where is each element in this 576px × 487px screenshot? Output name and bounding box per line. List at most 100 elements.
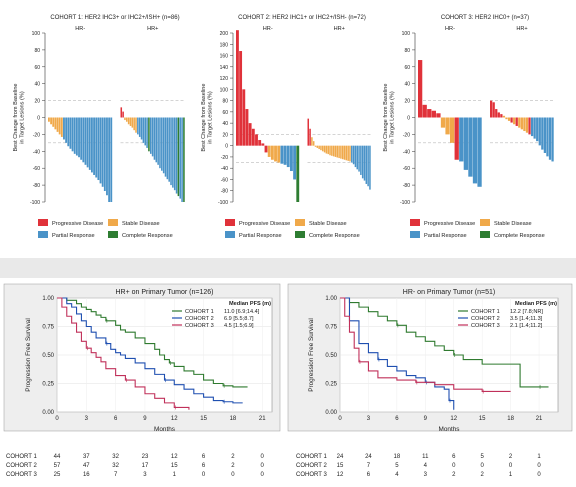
risk-count: 44 bbox=[54, 454, 61, 460]
waterfall-bar bbox=[533, 117, 536, 139]
risk-count: 0 bbox=[202, 472, 206, 478]
waterfall-bar bbox=[267, 145, 271, 157]
waterfall-bar bbox=[367, 145, 369, 187]
waterfall-bar bbox=[440, 117, 446, 128]
waterfall-bar bbox=[245, 109, 249, 146]
waterfall-bar bbox=[155, 117, 158, 163]
risk-count: 15 bbox=[171, 463, 178, 469]
y-tick-label: 100 bbox=[220, 87, 229, 93]
legend-median: 4.5 [1.5;6.9] bbox=[224, 323, 254, 329]
y-tick-label: -20 bbox=[221, 155, 228, 161]
waterfall-bar bbox=[127, 117, 130, 125]
waterfall-bar bbox=[543, 117, 547, 153]
y-tick-label: 60 bbox=[222, 110, 228, 116]
waterfall-bar bbox=[530, 117, 534, 137]
y-tick-label: 0.25 bbox=[42, 382, 54, 388]
risk-count: 11 bbox=[422, 454, 429, 460]
waterfall-panel-3: COHORT 3: HER2 IHC0+ (n=37) 100 80 60 40 20 0 -… bbox=[383, 15, 554, 239]
waterfall-bar bbox=[97, 117, 100, 181]
waterfall-bar bbox=[264, 145, 268, 153]
risk-count: 12 bbox=[171, 454, 178, 460]
legend-label: Progressive Disease bbox=[424, 221, 475, 227]
waterfall-bar bbox=[99, 117, 102, 184]
risk-count: 0 bbox=[452, 463, 456, 469]
waterfall-bar bbox=[65, 117, 68, 143]
waterfall-bar bbox=[492, 102, 495, 118]
risk-row-label: COHORT 1 bbox=[6, 454, 37, 460]
waterfall-bar bbox=[270, 145, 274, 160]
waterfall-bar bbox=[181, 117, 183, 202]
waterfall-bar bbox=[518, 117, 521, 128]
waterfall-bar bbox=[505, 117, 508, 120]
risk-count: 6 bbox=[367, 472, 371, 478]
x-axis-label: Months bbox=[154, 426, 175, 433]
waterfall-bar bbox=[322, 145, 324, 152]
waterfall-bar bbox=[365, 145, 368, 184]
y-axis-label: Best Change from Baselinein Target Lesio… bbox=[201, 83, 214, 151]
y-tick-label: 100 bbox=[32, 31, 41, 37]
legend-swatch bbox=[225, 231, 235, 238]
waterfall-bar bbox=[166, 117, 169, 180]
waterfall-bar bbox=[177, 117, 180, 197]
waterfall-bar bbox=[325, 145, 328, 154]
waterfall-bar bbox=[73, 117, 76, 154]
waterfall-bar bbox=[336, 145, 339, 158]
y-tick-label: 40 bbox=[34, 82, 40, 88]
waterfall-bar bbox=[347, 145, 349, 161]
risk-count: 57 bbox=[54, 463, 61, 469]
waterfall-bar bbox=[445, 117, 450, 135]
waterfall-bar bbox=[124, 117, 126, 121]
waterfall-bar bbox=[548, 117, 552, 160]
waterfall-bar bbox=[80, 117, 83, 160]
legend-label: Stable Disease bbox=[494, 221, 532, 227]
waterfall-bar bbox=[331, 145, 333, 156]
legend-swatch bbox=[410, 231, 420, 238]
legend-median: 2.1 [1.4;11.2] bbox=[510, 323, 543, 329]
waterfall-bar bbox=[528, 117, 531, 135]
y-axis-label: Progression Free Survival bbox=[308, 318, 315, 392]
waterfall-bar bbox=[88, 117, 91, 170]
legend-swatch bbox=[38, 219, 48, 226]
waterfall-bar bbox=[459, 117, 464, 162]
waterfall-bar bbox=[551, 117, 554, 162]
waterfall-bar bbox=[179, 117, 182, 199]
waterfall-bar bbox=[258, 140, 262, 146]
waterfall-bar bbox=[454, 117, 459, 160]
x-tick-label: 6 bbox=[395, 416, 399, 422]
y-tick-label: -60 bbox=[33, 166, 40, 172]
y-tick-label: 120 bbox=[220, 76, 229, 82]
km-panel-2: HR- on Primary Tumor (n=51) 0.00 0.25 0.50 0… bbox=[287, 283, 573, 478]
km-panel-1: HR+ on Primary Tumor (n=126) 0.00 0.25 0.50… bbox=[3, 283, 281, 478]
waterfall-bar bbox=[108, 117, 111, 202]
risk-count: 0 bbox=[261, 472, 265, 478]
legend-swatch bbox=[480, 219, 490, 226]
y-tick-label: 20 bbox=[222, 132, 228, 138]
waterfall-bar bbox=[170, 117, 172, 186]
waterfall-bar bbox=[329, 145, 331, 156]
x-tick-label: 0 bbox=[55, 416, 59, 422]
waterfall-bar bbox=[157, 117, 159, 165]
y-tick-label: -20 bbox=[33, 132, 40, 138]
waterfall-bar bbox=[312, 141, 315, 146]
y-tick-label: -100 bbox=[400, 200, 410, 206]
risk-count: 0 bbox=[509, 463, 513, 469]
waterfall-bar bbox=[354, 145, 357, 168]
x-tick-label: 21 bbox=[536, 416, 543, 422]
km-panels: HR+ on Primary Tumor (n=126) 0.00 0.25 0.50… bbox=[3, 283, 573, 478]
waterfall-bar bbox=[477, 117, 482, 187]
waterfall-bar bbox=[159, 117, 161, 169]
waterfall-bar bbox=[538, 117, 541, 146]
legend-swatch bbox=[108, 219, 118, 226]
legend-swatch bbox=[480, 231, 490, 238]
x-tick-label: 21 bbox=[259, 416, 266, 422]
waterfall-bar bbox=[138, 117, 141, 137]
risk-row-label: COHORT 2 bbox=[6, 463, 37, 469]
waterfall-bar bbox=[173, 117, 176, 191]
legend-swatch bbox=[410, 219, 420, 226]
y-tick-label: 160 bbox=[220, 54, 229, 60]
waterfall-bar bbox=[106, 117, 108, 196]
waterfall-bar bbox=[82, 117, 85, 163]
waterfall-bar bbox=[54, 117, 57, 130]
waterfall-bar bbox=[120, 107, 123, 118]
